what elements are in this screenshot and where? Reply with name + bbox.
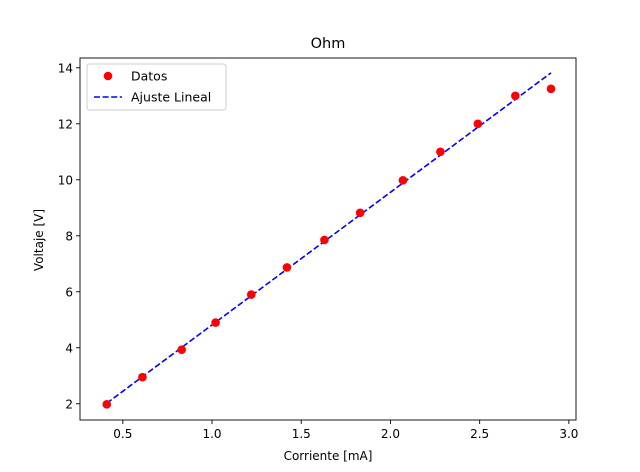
fit-line [106,72,552,404]
x-tick-label: 3.0 [559,427,578,441]
x-tick-label: 2.5 [470,427,489,441]
x-tick-label: 1.5 [292,427,311,441]
legend-label: Datos [131,69,167,84]
data-point [546,84,556,94]
data-point [102,400,112,409]
y-tick-label: 6 [65,285,73,299]
data-point [398,176,408,185]
data-point [355,208,365,218]
y-tick-label: 10 [58,173,73,187]
x-tick-label: 1.0 [202,427,221,441]
data-point [211,318,220,327]
x-tick-label: 0.5 [113,427,132,441]
data-point [473,119,483,129]
y-axis-label: Voltaje [V] [32,209,46,271]
legend-marker-swatch [103,71,113,81]
axes-frame [79,57,577,421]
data-point [511,91,520,101]
legend-box [86,63,227,111]
data-point [177,345,186,355]
data-point [436,147,445,157]
x-tick-label: 2.0 [381,427,400,441]
data-point [246,290,256,299]
data-point [138,372,147,382]
y-tick-label: 4 [65,341,73,355]
x-axis-label: Corriente [mA] [284,449,373,463]
data-point [320,235,329,245]
legend-label: Ajuste Lineal [131,90,211,105]
y-tick-label: 12 [58,117,73,131]
y-tick-label: 2 [65,397,73,411]
chart-title: Ohm [311,36,346,52]
data-point [282,263,292,272]
legend: Datos Ajuste Lineal [86,63,227,111]
y-tick-label: 14 [58,61,73,75]
y-tick-label: 8 [65,229,73,243]
